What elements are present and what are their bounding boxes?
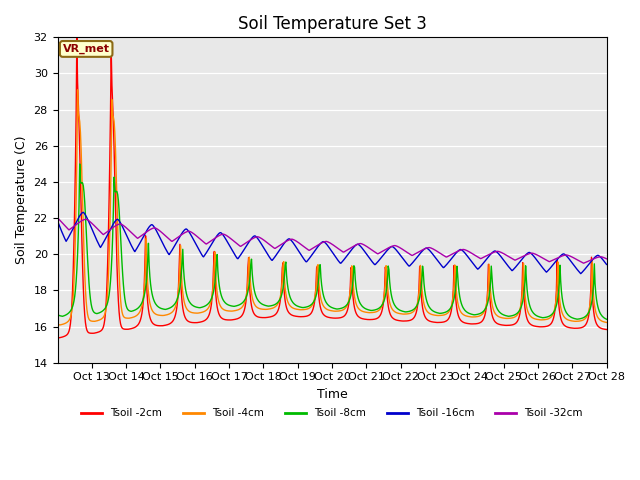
Tsoil -8cm <box>119 271 127 277</box>
Tsoil -4cm <box>120 313 127 319</box>
Line: Tsoil -2cm: Tsoil -2cm <box>58 38 607 338</box>
Title: Soil Temperature Set 3: Soil Temperature Set 3 <box>237 15 426 33</box>
Line: Tsoil -32cm: Tsoil -32cm <box>58 218 607 263</box>
Tsoil -32cm <box>419 247 427 252</box>
Tsoil -4cm <box>421 304 429 310</box>
Tsoil -4cm <box>56 322 64 328</box>
Tsoil -16cm <box>119 224 127 230</box>
Tsoil -16cm <box>79 209 87 215</box>
X-axis label: Time: Time <box>317 388 348 401</box>
Tsoil -4cm <box>54 322 61 328</box>
Tsoil -16cm <box>247 237 255 242</box>
Text: VR_met: VR_met <box>63 44 109 54</box>
Tsoil -2cm <box>268 314 275 320</box>
Y-axis label: Soil Temperature (C): Soil Temperature (C) <box>15 136 28 264</box>
Tsoil -32cm <box>54 215 61 221</box>
Tsoil -16cm <box>389 244 397 250</box>
Tsoil -4cm <box>268 305 276 311</box>
Tsoil -32cm <box>246 237 254 243</box>
Tsoil -4cm <box>220 307 228 313</box>
Tsoil -4cm <box>603 320 611 325</box>
Tsoil -32cm <box>118 222 126 228</box>
Tsoil -2cm <box>420 311 428 317</box>
Tsoil -2cm <box>220 316 227 322</box>
Tsoil -16cm <box>577 271 584 276</box>
Tsoil -2cm <box>119 325 127 331</box>
Tsoil -8cm <box>76 161 84 167</box>
Tsoil -32cm <box>603 256 611 262</box>
Tsoil -8cm <box>220 298 227 303</box>
Tsoil -16cm <box>54 218 61 224</box>
Tsoil -8cm <box>389 299 397 305</box>
Tsoil -8cm <box>268 303 275 309</box>
Tsoil -2cm <box>389 315 397 321</box>
Tsoil -2cm <box>73 35 81 41</box>
Tsoil -2cm <box>247 298 255 304</box>
Tsoil -4cm <box>74 87 81 93</box>
Tsoil -4cm <box>390 308 398 314</box>
Tsoil -8cm <box>247 262 255 267</box>
Tsoil -2cm <box>603 326 611 332</box>
Tsoil -8cm <box>420 280 428 286</box>
Legend: Tsoil -2cm, Tsoil -4cm, Tsoil -8cm, Tsoil -16cm, Tsoil -32cm: Tsoil -2cm, Tsoil -4cm, Tsoil -8cm, Tsoi… <box>77 404 587 422</box>
Tsoil -32cm <box>267 243 275 249</box>
Tsoil -8cm <box>54 312 61 318</box>
Tsoil -32cm <box>219 231 227 237</box>
Line: Tsoil -8cm: Tsoil -8cm <box>58 164 607 319</box>
Tsoil -4cm <box>248 290 255 296</box>
Tsoil -16cm <box>268 257 275 263</box>
Line: Tsoil -4cm: Tsoil -4cm <box>58 90 607 325</box>
Tsoil -16cm <box>603 262 611 267</box>
Tsoil -32cm <box>388 243 396 249</box>
Tsoil -16cm <box>220 233 227 239</box>
Tsoil -8cm <box>603 316 611 322</box>
Tsoil -16cm <box>420 247 428 252</box>
Line: Tsoil -16cm: Tsoil -16cm <box>58 212 607 274</box>
Tsoil -2cm <box>54 335 61 341</box>
Tsoil -32cm <box>580 260 588 266</box>
